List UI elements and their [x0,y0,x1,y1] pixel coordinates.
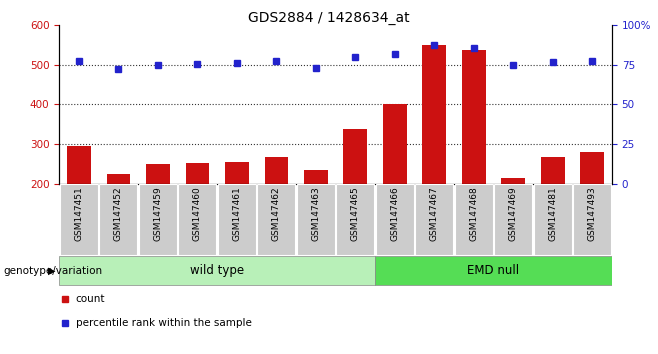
Bar [580,152,604,184]
Bar [186,163,209,184]
Text: wild type: wild type [190,264,244,277]
Text: GSM147469: GSM147469 [509,186,518,241]
Bar [573,184,611,255]
Bar [494,184,532,255]
Bar [297,184,335,255]
Bar [375,256,612,285]
Bar [534,184,572,255]
Text: GSM147460: GSM147460 [193,186,202,241]
Text: count: count [76,295,105,304]
Text: GSM147493: GSM147493 [588,186,597,241]
Bar [422,45,446,184]
Bar [336,184,374,255]
Bar [99,184,138,255]
Bar [415,184,453,255]
Bar [462,50,486,184]
Bar [304,170,328,184]
Bar [455,184,493,255]
Text: GSM147451: GSM147451 [74,186,84,241]
Text: GSM147461: GSM147461 [232,186,241,241]
Text: EMD null: EMD null [467,264,520,277]
Bar [139,184,177,255]
Text: GSM147459: GSM147459 [153,186,163,241]
Text: ▶: ▶ [49,266,56,276]
Bar [178,184,216,255]
Text: GSM147481: GSM147481 [548,186,557,241]
Bar [107,174,130,184]
Bar [265,157,288,184]
Bar [60,184,98,255]
Text: GSM147467: GSM147467 [430,186,439,241]
Bar [67,146,91,184]
Text: GSM147466: GSM147466 [390,186,399,241]
Bar [59,256,375,285]
Bar [376,184,414,255]
Text: GDS2884 / 1428634_at: GDS2884 / 1428634_at [248,11,410,25]
Text: GSM147452: GSM147452 [114,186,123,241]
Text: GSM147462: GSM147462 [272,186,281,241]
Bar [383,104,407,184]
Bar [218,184,256,255]
Bar [225,162,249,184]
Bar [257,184,295,255]
Text: GSM147468: GSM147468 [469,186,478,241]
Bar [343,129,367,184]
Text: percentile rank within the sample: percentile rank within the sample [76,318,251,328]
Bar [501,178,525,184]
Bar [541,157,565,184]
Text: genotype/variation: genotype/variation [3,266,103,276]
Text: GSM147465: GSM147465 [351,186,360,241]
Bar [146,164,170,184]
Text: GSM147463: GSM147463 [311,186,320,241]
